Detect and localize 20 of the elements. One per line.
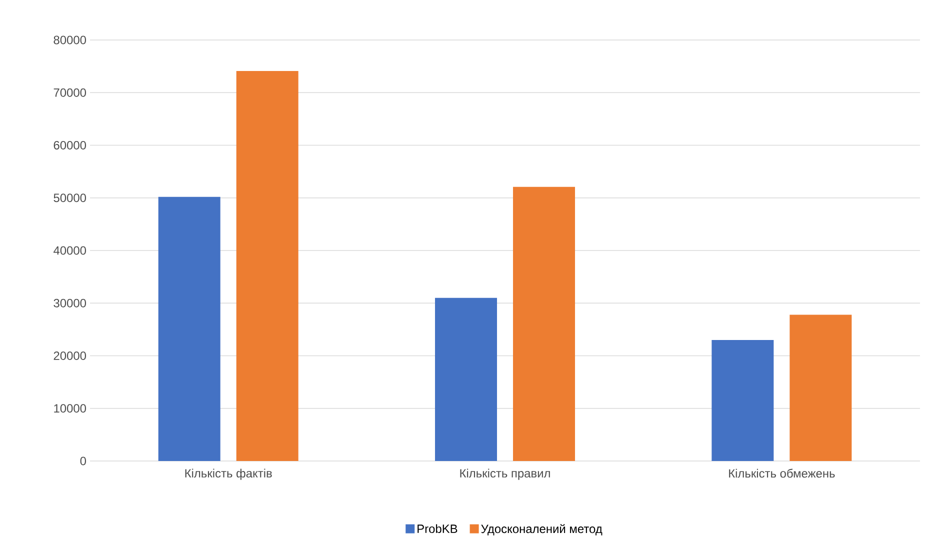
bar (435, 298, 498, 461)
x-tick-label: Кількість фактів (185, 468, 272, 480)
y-tick-label: 80000 (54, 36, 86, 44)
y-tick-label: 40000 (54, 246, 86, 255)
y-tick-label: 0 (80, 456, 86, 466)
x-tick-label: Кількість обмежень (729, 468, 835, 478)
bar (712, 340, 774, 461)
y-tick-label: 50000 (54, 194, 86, 202)
bar (236, 71, 298, 461)
bar (513, 186, 576, 461)
legend-label: ProbKB (418, 524, 458, 533)
y-tick-label: 60000 (54, 141, 86, 150)
x-tick-label: Кількість правил (460, 468, 550, 480)
legend-label: Удосконалений метод (481, 524, 602, 536)
y-tick-label: 70000 (54, 88, 86, 97)
y-tick-label: 10000 (54, 404, 86, 413)
bar (158, 196, 220, 461)
bar (790, 314, 852, 461)
y-tick-label: 20000 (54, 352, 86, 360)
y-tick-label: 30000 (54, 298, 86, 308)
